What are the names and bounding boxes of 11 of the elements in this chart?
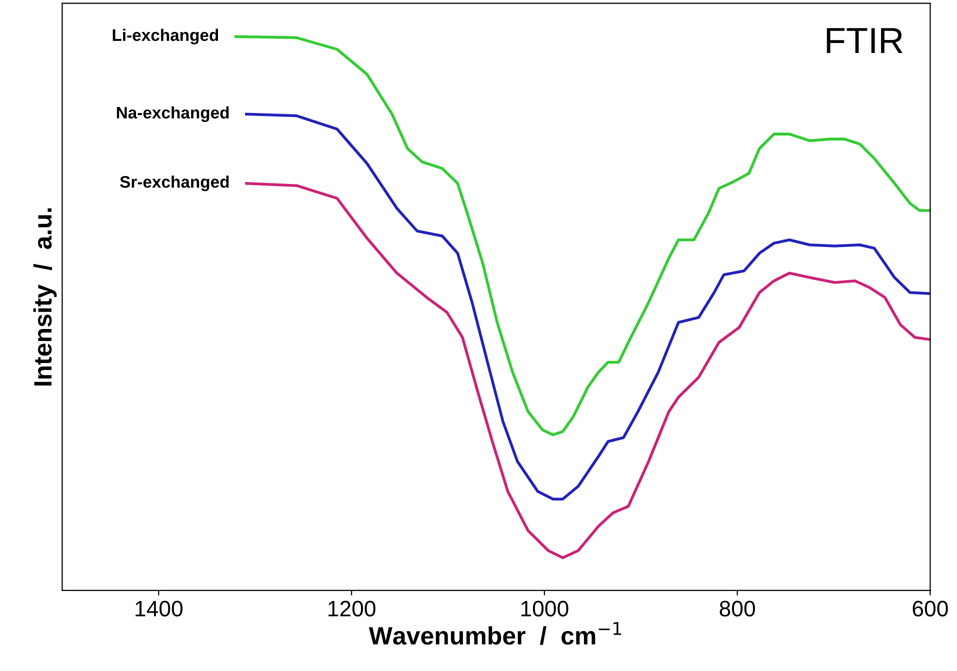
x-tick-label: 1200 xyxy=(328,600,376,617)
x-tick-label: 1400 xyxy=(136,600,182,617)
x-axis-title: Wavenumber / cm$^{−1}$ xyxy=(368,622,622,645)
series-label: Li-exchanged xyxy=(112,28,218,44)
y-axis-title: Intensity / a.u. xyxy=(33,208,57,386)
series-label: Sr-exchanged xyxy=(120,176,229,192)
x-tick-label: 800 xyxy=(720,600,755,617)
annotation: FTIR xyxy=(826,28,902,54)
x-tick-label: 600 xyxy=(912,600,948,617)
x-tick-label: 1000 xyxy=(521,600,568,617)
series-label: Na-exchanged xyxy=(116,106,229,122)
